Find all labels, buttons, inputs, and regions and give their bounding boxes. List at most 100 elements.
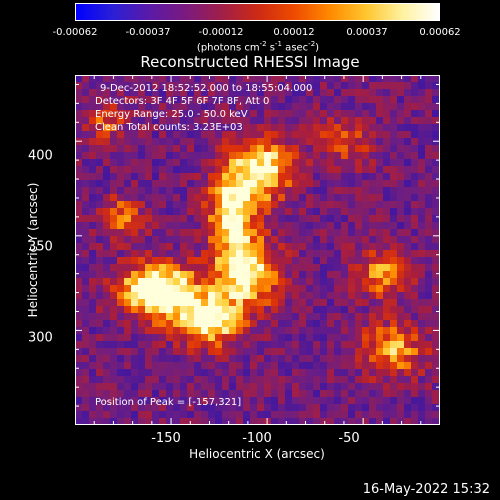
heatmap-cell xyxy=(96,285,104,293)
heatmap-cell xyxy=(306,376,314,384)
heatmap-cell xyxy=(278,222,286,230)
heatmap-cell xyxy=(250,82,258,90)
heatmap-cell xyxy=(355,243,363,251)
heatmap-cell xyxy=(390,138,398,146)
heatmap-cell xyxy=(425,397,433,405)
heatmap-cell xyxy=(152,194,160,202)
heatmap-cell xyxy=(243,418,251,425)
heatmap-cell xyxy=(82,117,90,125)
heatmap-cell xyxy=(103,159,111,167)
heatmap-cell xyxy=(89,166,97,174)
heatmap-cell xyxy=(397,285,405,293)
heatmap-cell xyxy=(418,152,426,160)
heatmap-cell xyxy=(278,250,286,258)
heatmap-cell xyxy=(75,208,83,216)
heatmap-cell xyxy=(152,404,160,412)
heatmap-cell xyxy=(96,103,104,111)
heatmap-cell xyxy=(278,320,286,328)
heatmap-cell xyxy=(173,110,181,118)
heatmap-cell xyxy=(159,271,167,279)
heatmap-cell xyxy=(418,145,426,153)
heatmap-cell xyxy=(397,376,405,384)
heatmap-cell xyxy=(117,369,125,377)
heatmap-cell xyxy=(292,82,300,90)
heatmap-cell xyxy=(145,96,153,104)
heatmap-cell xyxy=(187,383,195,391)
heatmap-cell xyxy=(124,236,132,244)
heatmap-cell xyxy=(411,369,419,377)
heatmap-cell xyxy=(215,166,223,174)
heatmap-cell xyxy=(236,152,244,160)
heatmap-cell xyxy=(418,201,426,209)
heatmap-cell xyxy=(404,376,412,384)
heatmap-cell xyxy=(327,278,335,286)
heatmap-cell xyxy=(208,222,216,230)
heatmap-cell xyxy=(271,75,279,83)
heatmap-cell xyxy=(138,208,146,216)
heatmap-cell xyxy=(369,208,377,216)
heatmap-cell xyxy=(306,229,314,237)
heatmap-cell xyxy=(278,166,286,174)
heatmap-cell xyxy=(418,418,426,425)
heatmap-cell xyxy=(222,278,230,286)
heatmap-cell xyxy=(390,89,398,97)
heatmap-cell xyxy=(103,250,111,258)
heatmap-cell xyxy=(411,362,419,370)
heatmap-cell xyxy=(397,82,405,90)
heatmap-cell xyxy=(159,82,167,90)
heatmap-cell xyxy=(75,313,83,321)
heatmap-cell xyxy=(271,166,279,174)
heatmap-cell xyxy=(250,369,258,377)
heatmap-cell xyxy=(194,194,202,202)
heatmap-cell xyxy=(334,180,342,188)
heatmap-cell xyxy=(180,124,188,132)
heatmap-cell xyxy=(271,173,279,181)
heatmap-cell xyxy=(152,271,160,279)
heatmap-cell xyxy=(215,271,223,279)
heatmap-cell xyxy=(334,299,342,307)
heatmap-cell xyxy=(327,173,335,181)
heatmap-cell xyxy=(173,404,181,412)
heatmap-cell xyxy=(180,355,188,363)
heatmap-cell xyxy=(327,124,335,132)
heatmap-cell xyxy=(348,110,356,118)
heatmap-cell xyxy=(271,96,279,104)
heatmap-cell xyxy=(264,348,272,356)
heatmap-cell xyxy=(166,334,174,342)
heatmap-cell xyxy=(110,383,118,391)
heatmap-cell xyxy=(418,110,426,118)
heatmap-cell xyxy=(327,96,335,104)
heatmap-cell xyxy=(306,124,314,132)
heatmap-cell xyxy=(166,89,174,97)
heatmap-cell xyxy=(96,201,104,209)
heatmap-cell xyxy=(194,138,202,146)
heatmap-cell xyxy=(110,327,118,335)
heatmap-cell xyxy=(285,264,293,272)
heatmap-cell xyxy=(383,348,391,356)
heatmap-cell xyxy=(201,383,209,391)
heatmap-cell xyxy=(103,285,111,293)
heatmap-cell xyxy=(103,103,111,111)
heatmap-cell xyxy=(96,327,104,335)
heatmap-cell xyxy=(390,376,398,384)
heatmap-cell xyxy=(292,187,300,195)
heatmap-cell xyxy=(257,75,265,83)
heatmap-cell xyxy=(306,222,314,230)
heatmap-cell xyxy=(292,306,300,314)
heatmap-cell xyxy=(103,222,111,230)
heatmap-cell xyxy=(180,292,188,300)
heatmap-cell xyxy=(278,341,286,349)
heatmap-cell xyxy=(404,271,412,279)
heatmap-cell xyxy=(117,173,125,181)
heatmap-cell xyxy=(145,369,153,377)
heatmap-cell xyxy=(425,117,433,125)
heatmap-cell xyxy=(152,285,160,293)
heatmap-cell xyxy=(257,131,265,139)
heatmap-cell xyxy=(208,159,216,167)
heatmap-cell xyxy=(110,250,118,258)
heatmap-cell xyxy=(306,390,314,398)
heatmap-cell xyxy=(250,383,258,391)
heatmap-cell xyxy=(348,117,356,125)
heatmap-cell xyxy=(222,383,230,391)
heatmap-cell xyxy=(180,250,188,258)
